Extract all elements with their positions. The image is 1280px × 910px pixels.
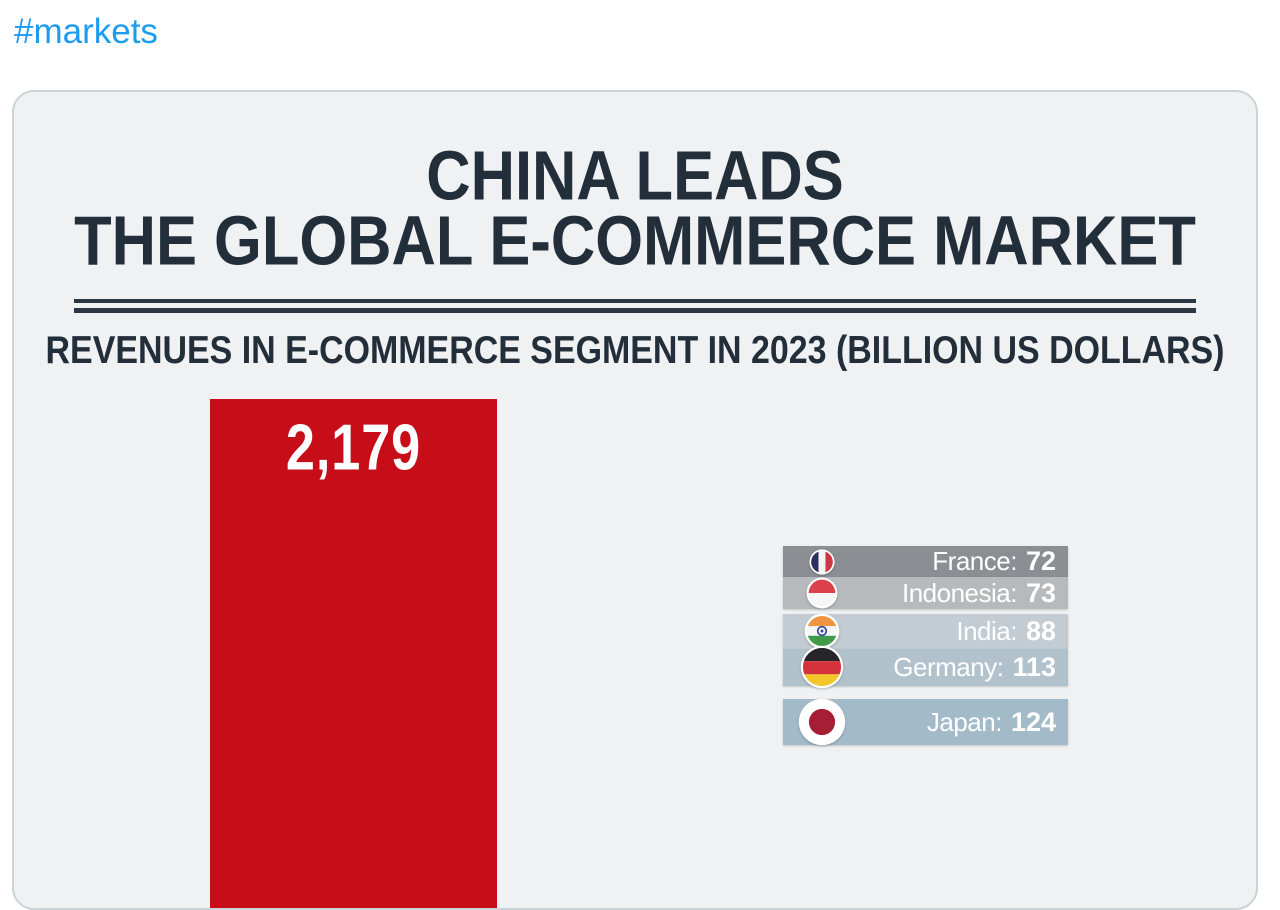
country-value: 124: [1010, 706, 1056, 737]
ranking-row-japan: Japan: 124: [783, 698, 1068, 746]
double-rule-divider: [74, 298, 1196, 313]
hashtag-link[interactable]: #markets: [14, 12, 158, 51]
ranking-row-france: France: 72: [783, 546, 1068, 577]
country-ranking-list: France: 72 Indonesia: 73: [783, 546, 1068, 746]
chart-title: CHINA LEADS THE GLOBAL E-COMMERCE MARKET: [14, 137, 1256, 281]
bar-china-value: 2,179: [285, 411, 422, 485]
title-line-2: THE GLOBAL E-COMMERCE MARKET: [74, 202, 1196, 281]
chart-subtitle: REVENUES IN E-COMMERCE SEGMENT IN 2023 (…: [45, 328, 1225, 372]
country-label: France:: [932, 546, 1017, 576]
india-flag-icon: [804, 613, 840, 649]
country-label: Germany:: [893, 652, 1004, 682]
germany-flag-icon: [800, 645, 844, 689]
indonesia-flag-icon: [806, 577, 838, 609]
ranking-row-indonesia: Indonesia: 73: [783, 577, 1068, 609]
ranking-row-germany: Germany: 113: [783, 645, 1068, 689]
country-label: Japan:: [926, 706, 1003, 737]
title-line-1: CHINA LEADS: [426, 137, 844, 215]
japan-flag-icon: [798, 698, 846, 746]
country-value: 113: [1012, 652, 1056, 682]
infographic-card: CHINA LEADS THE GLOBAL E-COMMERCE MARKET…: [12, 90, 1258, 910]
country-value: 72: [1025, 546, 1056, 576]
country-value: 73: [1025, 577, 1056, 608]
country-label: Indonesia:: [901, 577, 1017, 608]
bar-china: 2,179: [210, 399, 497, 908]
france-flag-icon: [809, 549, 835, 575]
ranking-row-india: India: 88: [783, 613, 1068, 649]
country-value: 88: [1025, 616, 1056, 646]
country-label: India:: [956, 616, 1017, 646]
